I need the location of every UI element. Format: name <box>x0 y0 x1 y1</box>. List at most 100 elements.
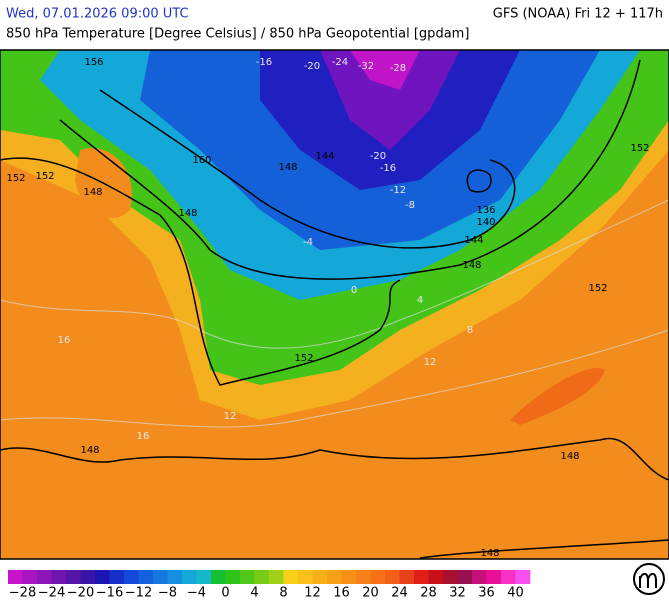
contour <box>419 539 669 559</box>
legend-label: −24 <box>38 586 65 601</box>
contour <box>0 437 669 481</box>
legend-swatch <box>428 570 444 584</box>
temperature-label: -16 <box>256 57 272 68</box>
legend-swatch <box>124 570 139 584</box>
legend-swatch <box>109 570 125 584</box>
contour-label: 152 <box>588 283 607 294</box>
temperature-label: 12 <box>224 411 237 422</box>
temperature-label: -8 <box>405 200 415 211</box>
contour <box>99 89 516 249</box>
legend-swatch <box>298 570 313 584</box>
legend-label: 28 <box>420 586 437 601</box>
legend-swatch <box>211 570 226 584</box>
isotherm <box>0 329 669 428</box>
legend-swatch <box>153 570 168 584</box>
temperature-label: 4 <box>417 295 423 306</box>
legend-label: 8 <box>279 586 287 601</box>
temperature-label: 8 <box>467 325 473 336</box>
legend-swatch <box>269 570 284 584</box>
subtitle: 850 hPa Temperature [Degree Celsius] / 8… <box>6 27 469 42</box>
map-frame <box>0 49 669 560</box>
legend-swatch <box>182 570 197 584</box>
magenta-area <box>350 50 420 90</box>
contour-label: 144 <box>464 235 483 246</box>
legend-swatch <box>341 570 357 584</box>
contour-label: 148 <box>80 445 99 456</box>
temperature-label: -20 <box>304 61 320 72</box>
legend-swatch <box>240 570 255 584</box>
legend-swatch <box>138 570 154 584</box>
legend-label: 20 <box>362 586 379 601</box>
legend-swatch <box>356 570 371 584</box>
legend-swatch <box>515 570 531 584</box>
temperature-label: -16 <box>380 163 396 174</box>
legend-swatch <box>457 570 473 584</box>
legend-swatch <box>370 570 386 584</box>
legend-swatch <box>8 570 23 584</box>
legend-label: 32 <box>449 586 466 601</box>
legend-swatch <box>254 570 270 584</box>
contour-label: 156 <box>84 57 103 68</box>
temperature-label: 16 <box>137 431 150 442</box>
legend-label: 36 <box>478 586 495 601</box>
legend-swatch <box>312 570 328 584</box>
legend-swatch <box>472 570 487 584</box>
legend-label: −28 <box>9 586 36 601</box>
contour-label: 148 <box>560 451 579 462</box>
contour-label: 152 <box>35 171 54 182</box>
temperature-label: 12 <box>424 357 437 368</box>
contour-label: 144 <box>315 151 334 162</box>
purple-area <box>320 50 460 150</box>
legend-swatch <box>80 570 96 584</box>
contour-label: 136 <box>476 205 495 216</box>
legend-swatch <box>327 570 342 584</box>
legend-swatch <box>283 570 299 584</box>
temperature-label: 0 <box>351 285 357 296</box>
logo <box>633 563 665 595</box>
legend-label: −16 <box>96 586 123 601</box>
isotherm <box>0 199 669 349</box>
contour-label: 152 <box>294 353 313 364</box>
contour-label: 152 <box>6 173 25 184</box>
legend-swatch <box>51 570 67 584</box>
legend-label: −4 <box>187 586 206 601</box>
temperature-label: -28 <box>390 63 406 74</box>
legend-swatch <box>501 570 516 584</box>
temperature-label: -4 <box>303 237 313 248</box>
legend-swatch <box>66 570 81 584</box>
legend-swatch <box>196 570 212 584</box>
legend-swatch <box>167 570 183 584</box>
contour-label: 140 <box>476 217 495 228</box>
legend-label: 24 <box>391 586 408 601</box>
contour <box>59 59 641 280</box>
contour-label: 148 <box>83 187 102 198</box>
contour-label: 148 <box>462 260 481 271</box>
legend-swatch <box>399 570 415 584</box>
legend-swatch <box>225 570 241 584</box>
contour-label: 148 <box>278 162 297 173</box>
legend-swatch <box>22 570 38 584</box>
legend-label: 16 <box>333 586 350 601</box>
legend-swatch <box>385 570 400 584</box>
datetime: Wed, 07.01.2026 09:00 UTC <box>6 7 189 22</box>
legend-label: 0 <box>221 586 229 601</box>
legend-swatch <box>95 570 110 584</box>
contour <box>466 169 492 193</box>
contour-label: 148 <box>178 208 197 219</box>
legend-label: −12 <box>125 586 152 601</box>
temperature-label: -12 <box>390 185 406 196</box>
temperature-label: -20 <box>370 151 386 162</box>
legend-label: 12 <box>304 586 321 601</box>
contour <box>0 157 401 386</box>
temperature-label: -32 <box>358 61 374 72</box>
temperature-label: 16 <box>58 335 71 346</box>
legend-swatch <box>414 570 429 584</box>
contour-label: 160 <box>192 155 211 166</box>
legend-label: −8 <box>158 586 177 601</box>
temperature-label: -24 <box>332 57 348 68</box>
model: GFS (NOAA) Fri 12 + 117h <box>493 7 663 22</box>
legend: −28 −24 −20 −16 −12 −8 −4 0 4 8 12 16 20 24 28 32 36 40 <box>8 570 531 601</box>
legend-label: 40 <box>507 586 524 601</box>
contour-label: 152 <box>630 143 649 154</box>
